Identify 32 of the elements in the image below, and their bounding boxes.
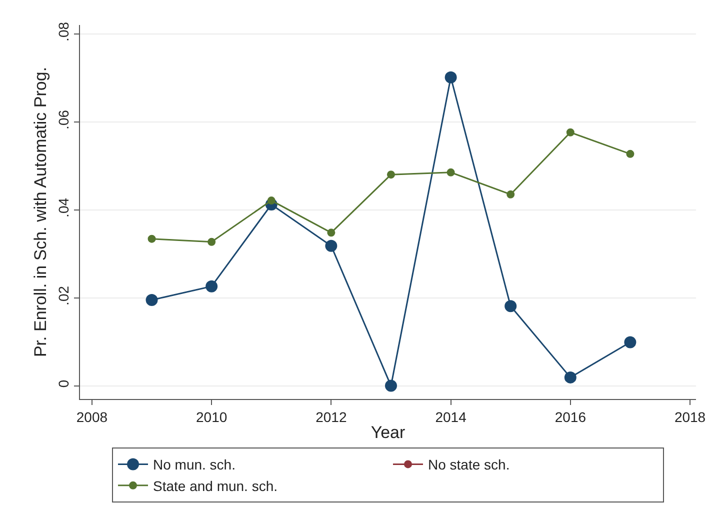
x-tick-label: 2012 bbox=[316, 408, 347, 425]
legend-label: No mun. sch. bbox=[153, 456, 236, 473]
x-axis-title: Year bbox=[370, 423, 406, 442]
point bbox=[566, 128, 574, 136]
y-tick-label: 0 bbox=[55, 380, 72, 388]
legend-label: State and mun. sch. bbox=[153, 478, 278, 494]
y-axis-title: Pr. Enroll. in Sch. with Automatic Prog. bbox=[30, 66, 50, 358]
point bbox=[624, 336, 636, 348]
y-tick-label: .02 bbox=[55, 286, 72, 306]
point bbox=[626, 150, 634, 158]
y-tick-label: .06 bbox=[55, 110, 72, 130]
x-tick-label: 2010 bbox=[196, 408, 228, 425]
point bbox=[208, 238, 216, 246]
point bbox=[325, 240, 338, 252]
point bbox=[148, 234, 156, 243]
x-tick-label: 2018 bbox=[674, 408, 706, 425]
y-tick-label: .04 bbox=[55, 198, 72, 218]
x-tick-label: 2014 bbox=[435, 408, 467, 425]
point bbox=[446, 168, 455, 176]
point bbox=[444, 71, 457, 84]
x-tick-label: 2008 bbox=[76, 408, 108, 425]
point bbox=[206, 280, 218, 292]
point bbox=[327, 228, 336, 237]
legend-label: No state sch. bbox=[428, 456, 510, 473]
x-tick-label: 2016 bbox=[554, 408, 586, 425]
point bbox=[564, 371, 576, 384]
point bbox=[146, 294, 158, 306]
point bbox=[386, 170, 395, 179]
point bbox=[384, 380, 397, 392]
point bbox=[504, 300, 517, 312]
point bbox=[506, 190, 515, 198]
y-tick-label: .08 bbox=[55, 22, 72, 42]
